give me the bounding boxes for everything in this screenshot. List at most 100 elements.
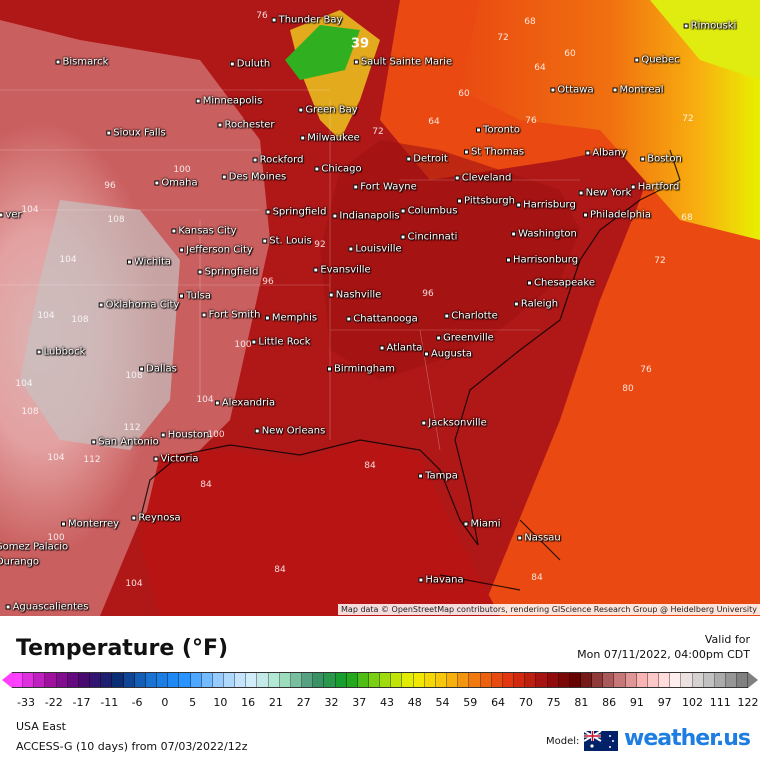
colorbar-swatch: [67, 673, 79, 687]
contour-label: 104: [37, 311, 55, 321]
colorbar-swatch: [145, 673, 158, 687]
city-label: Durango: [0, 557, 39, 568]
city-marker-icon: [348, 246, 354, 251]
city-marker-icon: [406, 156, 412, 161]
contour-label: 80: [622, 384, 634, 394]
contour-label: 84: [200, 480, 212, 490]
city-name: Chesapeake: [533, 277, 596, 289]
colorbar-swatch: [458, 673, 470, 687]
colorbar-tick-label: 43: [380, 696, 394, 709]
city-label: Little Rock: [251, 337, 311, 348]
city-name: Milwaukee: [307, 132, 360, 144]
weather-us-logo[interactable]: weather.us: [624, 726, 751, 751]
city-name: Houston: [167, 429, 210, 441]
city-label: Charlotte: [444, 311, 498, 322]
city-label: Green Bay: [298, 105, 358, 116]
city-marker-icon: [457, 198, 463, 203]
city-marker-icon: [264, 315, 270, 320]
contour-label: 96: [422, 289, 434, 299]
city-label: Nassau: [517, 533, 561, 544]
city-marker-icon: [346, 316, 352, 321]
city-name: Boston: [647, 153, 682, 165]
city-label: Cleveland: [454, 173, 511, 184]
city-marker-icon: [353, 184, 359, 189]
city-marker-icon: [612, 87, 618, 92]
city-name: Aguascalientes: [12, 601, 89, 613]
city-label: Ottawa: [550, 85, 594, 96]
contour-label: 96: [104, 181, 116, 191]
city-marker-icon: [526, 280, 532, 285]
map-attribution[interactable]: Map data © OpenStreetMap contributors, r…: [338, 604, 760, 615]
city-label: Gomez Palacio: [0, 542, 68, 553]
city-label: Minneapolis: [195, 96, 262, 107]
city-name: Columbus: [407, 205, 458, 217]
coastlines: [139, 149, 681, 591]
city-label: ver: [0, 210, 22, 221]
city-name: Springfield: [204, 266, 259, 278]
city-marker-icon: [217, 122, 223, 127]
city-marker-icon: [214, 400, 220, 405]
city-label: Alexandria: [214, 398, 275, 409]
contour-label: 72: [682, 114, 694, 124]
city-marker-icon: [91, 439, 97, 444]
city-marker-icon: [332, 213, 338, 218]
colorbar-tick-label: -33: [17, 696, 35, 709]
colorbar-tick-label: 27: [296, 696, 311, 709]
city-label: Evansville: [313, 264, 371, 276]
colorbar-swatch: [223, 673, 236, 687]
colorbar-swatch: [190, 673, 202, 687]
city-name: New Orleans: [261, 425, 326, 437]
colorbar-swatch: [157, 673, 169, 687]
city-name: Kansas City: [178, 225, 237, 237]
colorbar-swatch: [569, 673, 581, 687]
city-marker-icon: [300, 135, 306, 140]
city-name: Philadelphia: [590, 209, 651, 221]
city-name: Dallas: [146, 363, 177, 375]
city-marker-icon: [379, 345, 385, 350]
colorbar-swatch: [246, 673, 258, 687]
temperature-map[interactable]: Thunder Bay Bismarck Duluth Sault Sainte Ma…: [0, 0, 760, 616]
contour-label: 112: [83, 455, 101, 465]
city-label: Chicago: [314, 164, 362, 175]
city-name: Albany: [592, 147, 627, 159]
city-name: Evansville: [320, 264, 371, 276]
city-marker-icon: [328, 292, 334, 297]
colorbar-swatch: [23, 673, 35, 687]
colorbar-swatch: [659, 673, 671, 687]
city-marker-icon: [262, 238, 268, 243]
city-marker-icon: [444, 313, 450, 318]
contour-label: 104: [21, 205, 39, 215]
city-label: Cincinnati: [400, 232, 457, 243]
colorbar-tick-label: 5: [189, 696, 197, 709]
city-name: Greenville: [443, 332, 494, 344]
colorbar-swatch: [469, 673, 481, 687]
city-name: Omaha: [161, 177, 198, 189]
australia-flag-icon: [583, 730, 618, 751]
colorbar-swatch: [514, 673, 526, 687]
colorbar-swatch: [502, 673, 515, 687]
colorbar-swatch: [447, 673, 459, 687]
city-marker-icon: [106, 130, 112, 135]
city-name: Havana: [425, 574, 464, 586]
colorbar-tick-label: -6: [131, 696, 143, 709]
city-name: St. Louis: [269, 235, 312, 247]
city-label: Reynosa: [131, 513, 181, 524]
colorbar-swatch: [647, 673, 660, 687]
city-marker-icon: [516, 202, 522, 207]
colorbar-swatch: [714, 673, 726, 687]
contour-label: 84: [531, 573, 543, 583]
city-label: Montreal: [612, 85, 663, 96]
city-label: Omaha: [154, 177, 198, 189]
city-label: Thunder Bay: [271, 15, 342, 26]
city-label: Lubbock: [36, 347, 85, 358]
contour-label: 100: [234, 340, 252, 350]
city-marker-icon: [640, 156, 646, 161]
city-label: Victoria: [153, 454, 198, 465]
city-name: Sault Sainte Marie: [360, 56, 453, 68]
city-name: Bismarck: [62, 56, 109, 68]
city-label: Houston: [160, 429, 210, 441]
city-label: Hartford: [630, 182, 679, 193]
contour-label: 64: [428, 117, 440, 127]
colorbar-swatch: [369, 673, 381, 687]
contour-label: 72: [497, 33, 509, 43]
